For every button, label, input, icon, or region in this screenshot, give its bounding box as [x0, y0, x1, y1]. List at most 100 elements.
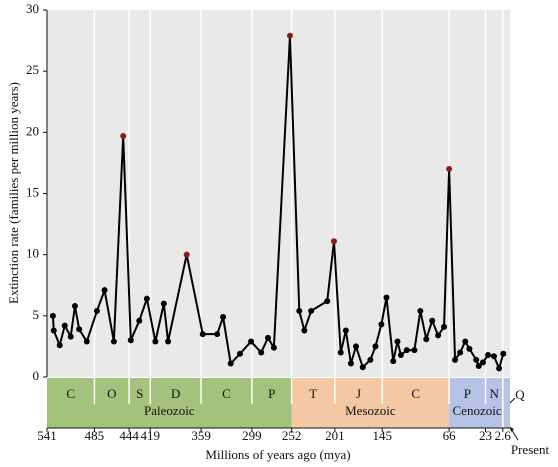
data-point: [330, 238, 337, 245]
data-point: [76, 326, 83, 333]
data-point: [417, 307, 424, 314]
y-tick-label: 25: [26, 62, 39, 77]
y-tick-label: 30: [26, 1, 39, 16]
data-point: [441, 323, 448, 330]
era-label: Paleozoic: [144, 403, 195, 418]
y-tick-label: 5: [33, 307, 40, 322]
data-point: [457, 349, 464, 356]
data-point: [83, 338, 90, 345]
data-point: [397, 351, 404, 358]
period-label: D: [171, 386, 180, 401]
data-point: [383, 294, 390, 301]
era-band: [449, 378, 510, 428]
data-point: [462, 338, 469, 345]
data-point: [127, 337, 134, 344]
data-point: [101, 287, 108, 294]
data-point: [390, 358, 397, 365]
x-tick-label: 252: [282, 428, 302, 443]
plot-background: [47, 10, 510, 377]
data-point: [473, 356, 480, 363]
data-point: [56, 342, 63, 349]
period-label: C: [222, 386, 231, 401]
data-point: [160, 300, 167, 307]
era-label: Mesozoic: [345, 403, 396, 418]
data-point: [429, 317, 436, 324]
data-point: [475, 362, 482, 369]
present-arrowhead: [510, 427, 514, 432]
x-tick-label: 541: [37, 428, 57, 443]
data-point: [61, 322, 68, 329]
era-band: [47, 378, 292, 428]
y-tick-label: 10: [26, 246, 39, 261]
data-point: [337, 349, 344, 356]
data-point: [353, 343, 360, 350]
x-tick-label: 359: [191, 428, 211, 443]
data-point: [214, 331, 221, 338]
data-point: [378, 321, 385, 328]
era-label: Cenozoic: [453, 403, 502, 418]
period-label: P: [268, 386, 275, 401]
data-point: [394, 338, 401, 345]
data-point: [152, 338, 159, 345]
x-tick-label: 23: [479, 428, 492, 443]
data-point: [324, 298, 331, 305]
data-point: [93, 307, 100, 314]
x-axis-title: Millions of years ago (mya): [205, 447, 350, 462]
data-point: [258, 349, 265, 356]
y-tick-label: 0: [33, 368, 40, 383]
data-point: [342, 327, 349, 334]
data-point: [485, 351, 492, 358]
data-point: [183, 251, 190, 258]
present-label: Present: [511, 442, 550, 457]
data-point: [49, 312, 56, 319]
data-point: [199, 331, 206, 338]
period-label: C: [411, 386, 420, 401]
data-point: [237, 350, 244, 357]
period-label: P: [464, 386, 471, 401]
data-point: [372, 343, 379, 350]
period-label: Q: [515, 387, 525, 402]
x-tick-label: 444: [119, 428, 139, 443]
data-point: [466, 345, 473, 352]
x-tick-label: 66: [443, 428, 457, 443]
x-tick-label: 299: [242, 428, 262, 443]
data-point: [110, 338, 117, 345]
period-label: S: [136, 386, 143, 401]
data-point: [220, 314, 227, 321]
data-point: [227, 360, 234, 367]
data-point: [296, 307, 303, 314]
period-label: C: [66, 386, 75, 401]
period-label: N: [489, 386, 499, 401]
x-tick-label: 419: [141, 428, 161, 443]
data-point: [500, 350, 507, 357]
y-tick-label: 20: [26, 123, 39, 138]
era-band: [291, 378, 450, 428]
data-point: [248, 338, 255, 345]
data-point: [67, 333, 74, 340]
data-point: [286, 32, 293, 39]
data-point: [411, 347, 418, 354]
data-point: [490, 353, 497, 360]
period-label: O: [107, 386, 116, 401]
data-point: [403, 347, 410, 354]
data-point: [308, 307, 315, 314]
data-point: [71, 303, 78, 310]
period-label: T: [309, 386, 317, 401]
data-point: [479, 359, 486, 366]
x-tick-label: 145: [372, 428, 392, 443]
data-point: [165, 338, 172, 345]
data-point: [143, 295, 150, 302]
x-tick-label: 201: [325, 428, 345, 443]
data-point: [270, 344, 277, 351]
data-point: [50, 327, 57, 334]
x-tick-label: 485: [85, 428, 105, 443]
data-point: [423, 336, 430, 343]
data-point: [264, 334, 271, 341]
data-point: [367, 356, 374, 363]
data-point: [435, 332, 442, 339]
x-tick-label: 2.6: [495, 428, 512, 443]
data-point: [496, 365, 503, 372]
data-point: [136, 317, 143, 324]
